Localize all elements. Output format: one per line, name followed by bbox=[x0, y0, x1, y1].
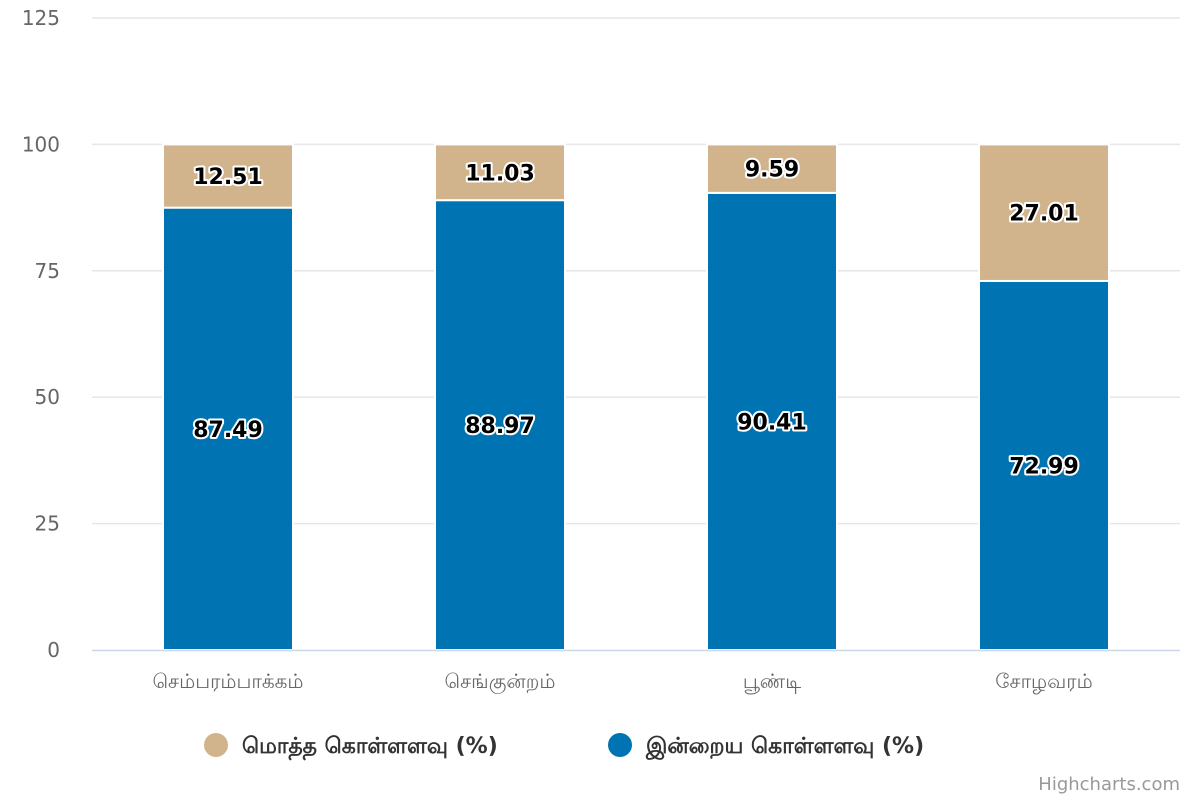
x-axis-labels: செம்பரம்பாக்கம் செங்குன்றம் பூண்டி சோழவரம் bbox=[152, 669, 1092, 694]
x-category-label: பூண்டி bbox=[743, 669, 801, 694]
x-category-label: செங்குன்றம் bbox=[445, 669, 556, 694]
legend: மொத்த கொள்ளளவு (%) இன்றைய கொள்ளளவு (%) bbox=[204, 733, 924, 761]
bar-segment[interactable] bbox=[978, 143, 1110, 282]
data-label: 9.59 bbox=[745, 158, 799, 183]
data-label: 88.97 bbox=[465, 414, 535, 439]
y-tick-label: 100 bbox=[22, 132, 60, 156]
bar-segment[interactable] bbox=[162, 143, 294, 209]
data-label: 72.99 bbox=[1009, 454, 1079, 479]
legend-label: இன்றைய கொள்ளளவு (%) bbox=[645, 734, 924, 760]
y-axis-labels: 0 25 50 75 100 125 bbox=[22, 6, 60, 662]
bar-segment[interactable] bbox=[706, 143, 838, 194]
legend-label: மொத்த கொள்ளளவு (%) bbox=[242, 734, 498, 761]
data-label: 11.03 bbox=[465, 161, 535, 186]
credits-link[interactable]: Highcharts.com bbox=[1038, 774, 1180, 795]
y-tick-label: 50 bbox=[35, 385, 60, 409]
y-tick-label: 0 bbox=[47, 638, 60, 662]
data-label: 12.51 bbox=[193, 165, 263, 190]
bar-segment[interactable] bbox=[434, 143, 566, 202]
y-tick-label: 75 bbox=[35, 259, 60, 283]
data-label: 90.41 bbox=[737, 410, 807, 435]
data-label: 87.49 bbox=[193, 418, 263, 443]
bar-segment[interactable] bbox=[978, 279, 1110, 651]
x-category-label: செம்பரம்பாக்கம் bbox=[152, 669, 303, 693]
legend-item[interactable]: இன்றைய கொள்ளளவு (%) bbox=[608, 733, 924, 760]
data-label: 27.01 bbox=[1009, 202, 1079, 227]
bar-segment[interactable] bbox=[162, 206, 294, 651]
data-labels: 87.49 12.51 88.97 11.03 90.41 9.59 72.99 27.01 bbox=[191, 156, 1081, 482]
y-tick-label: 25 bbox=[35, 512, 60, 536]
x-category-label: சோழவரம் bbox=[995, 669, 1092, 694]
legend-item[interactable]: மொத்த கொள்ளளவு (%) bbox=[204, 733, 498, 761]
bars bbox=[162, 143, 1110, 651]
y-tick-label: 125 bbox=[22, 6, 60, 30]
legend-marker bbox=[204, 733, 228, 757]
legend-marker bbox=[608, 733, 632, 757]
